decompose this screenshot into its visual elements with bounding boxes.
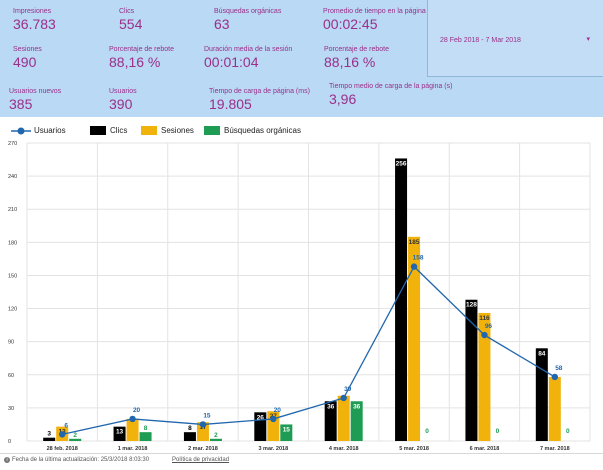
kpi-page-load-time: Tiempo de carga de página (ms) 19.805 (209, 87, 310, 112)
kpi-label: Porcentaje de rebote (109, 46, 174, 53)
legend-item-busquedas[interactable]: Búsquedas orgánicas (204, 125, 314, 137)
kpi-bounce-rate-2: Porcentaje de rebote 88,16 % (324, 45, 389, 70)
kpi-bounce-rate: Porcentaje de rebote 88,16 % (109, 45, 174, 70)
kpi-users: Usuarios 390 (109, 87, 137, 112)
kpi-organic-searches: Búsquedas orgánicas 63 (214, 7, 281, 32)
kpi-value: 00:02:45 (323, 16, 378, 32)
kpi-label: Búsquedas orgánicas (214, 8, 282, 15)
kpi-clicks: Clics 554 (119, 7, 142, 32)
date-range-picker[interactable]: 28 Feb 2018 - 7 Mar 2018 ▾ (427, 0, 603, 77)
kpi-value: 36.783 (13, 16, 56, 32)
line-dot-icon (11, 127, 31, 135)
kpi-avg-page-load-time: Tiempo medio de carga de la página (s) 3… (329, 82, 452, 107)
legend-label: Sesiones (161, 126, 194, 135)
legend-item-usuarios[interactable]: Usuarios (10, 125, 90, 137)
kpi-label: Impresiones (13, 8, 52, 15)
legend-label: Búsquedas orgánicas (224, 126, 301, 135)
kpi-label: Tiempo medio de carga de la página (s) (329, 83, 453, 90)
kpi-value: 88,16 % (324, 54, 376, 70)
kpi-label: Promedio de tiempo en la página (323, 8, 426, 15)
footer: i Fecha de la última actualización: 25/3… (0, 455, 603, 470)
square-icon (90, 126, 106, 135)
kpi-new-users: Usuarios nuevos 385 (9, 87, 61, 112)
legend-label: Clics (110, 126, 128, 135)
date-range-label: 28 Feb 2018 - 7 Mar 2018 (440, 37, 521, 44)
kpi-label: Clics (119, 8, 135, 15)
chart-container (0, 117, 603, 454)
square-icon (204, 126, 220, 135)
kpi-value: 490 (13, 54, 37, 70)
legend-item-sesiones[interactable]: Sesiones (141, 125, 201, 137)
kpi-label: Sesiones (13, 46, 42, 53)
chevron-down-icon[interactable]: ▾ (586, 36, 590, 43)
kpi-avg-session-duration: Duración media de la sesión 00:01:04 (204, 45, 292, 70)
kpi-label: Tiempo de carga de página (ms) (209, 88, 310, 95)
kpi-value: 390 (109, 96, 133, 112)
kpi-avg-time-on-page: Promedio de tiempo en la página 00:02:45 (323, 7, 426, 32)
legend-item-clics[interactable]: Clics (90, 125, 140, 137)
kpi-label: Usuarios (109, 88, 137, 95)
kpi-sessions: Sesiones 490 (13, 45, 42, 70)
legend-label: Usuarios (34, 126, 66, 135)
kpi-value: 554 (119, 16, 143, 32)
kpi-value: 3,96 (329, 91, 357, 107)
kpi-value: 88,16 % (109, 54, 161, 70)
square-icon (141, 126, 157, 135)
kpi-value: 385 (9, 96, 33, 112)
kpi-label: Usuarios nuevos (9, 88, 62, 95)
kpi-panel: Impresiones 36.783 Clics 554 Búsquedas o… (0, 0, 603, 117)
kpi-label: Porcentaje de rebote (324, 46, 389, 53)
privacy-policy-link[interactable]: Política de privacidad (172, 457, 230, 463)
kpi-label: Duración media de la sesión (204, 46, 293, 53)
kpi-value: 19.805 (209, 96, 252, 112)
kpi-impressions: Impresiones 36.783 (13, 7, 56, 32)
kpi-value: 63 (214, 16, 230, 32)
last-updated-text: Fecha de la última actualización: 25/3/2… (12, 457, 150, 463)
info-icon: i (4, 457, 10, 463)
kpi-value: 00:01:04 (204, 54, 259, 70)
